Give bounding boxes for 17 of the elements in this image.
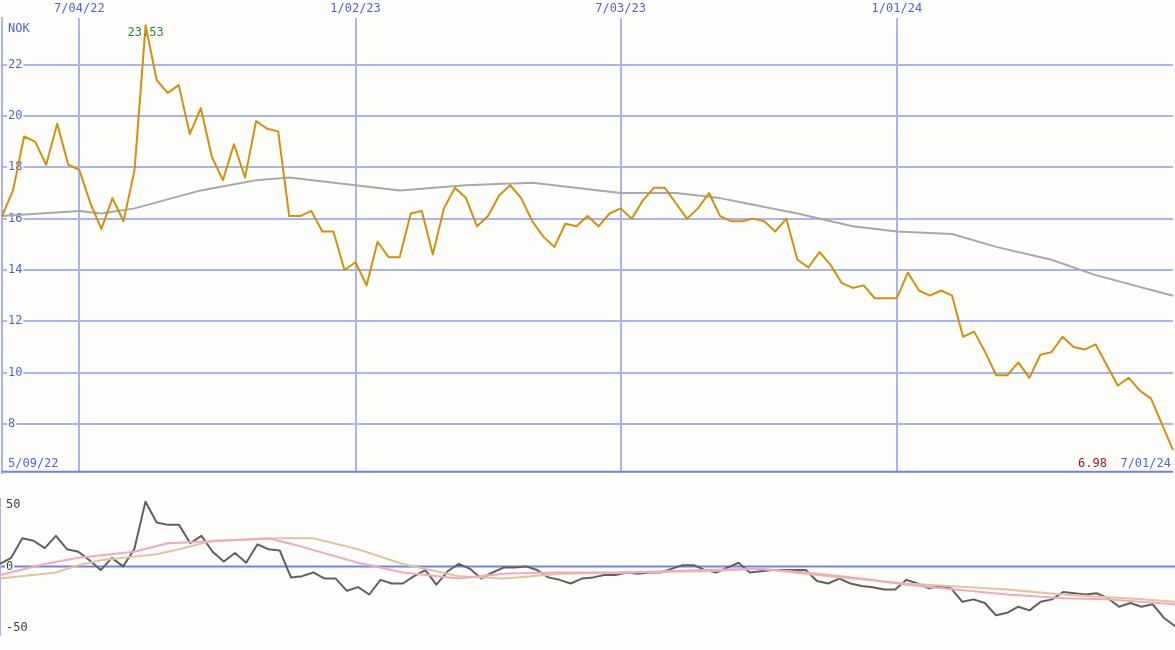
x-tick-label: 1/01/24 <box>871 1 923 16</box>
x-tick-label: 7/03/23 <box>595 1 646 16</box>
annotation: 7/01/24 <box>1120 455 1171 470</box>
annotation: 5/09/22 <box>8 455 59 470</box>
y-tick-label: 10 <box>8 364 23 379</box>
y-tick-label: 0 <box>6 558 14 573</box>
annotation: 6.98 <box>1078 455 1107 470</box>
y-axis-title: NOK <box>8 20 31 35</box>
y-tick-label: -50 <box>6 619 28 634</box>
y-tick-label: 22 <box>8 56 23 71</box>
x-tick-label: 7/04/22 <box>54 1 105 16</box>
y-tick-label: 14 <box>8 262 23 277</box>
y-tick-label: 50 <box>6 497 21 512</box>
x-tick-label: 1/02/23 <box>330 1 381 16</box>
y-tick-label: 8 <box>8 416 16 431</box>
y-tick-label: 12 <box>8 313 23 328</box>
y-tick-label: 20 <box>8 108 23 123</box>
